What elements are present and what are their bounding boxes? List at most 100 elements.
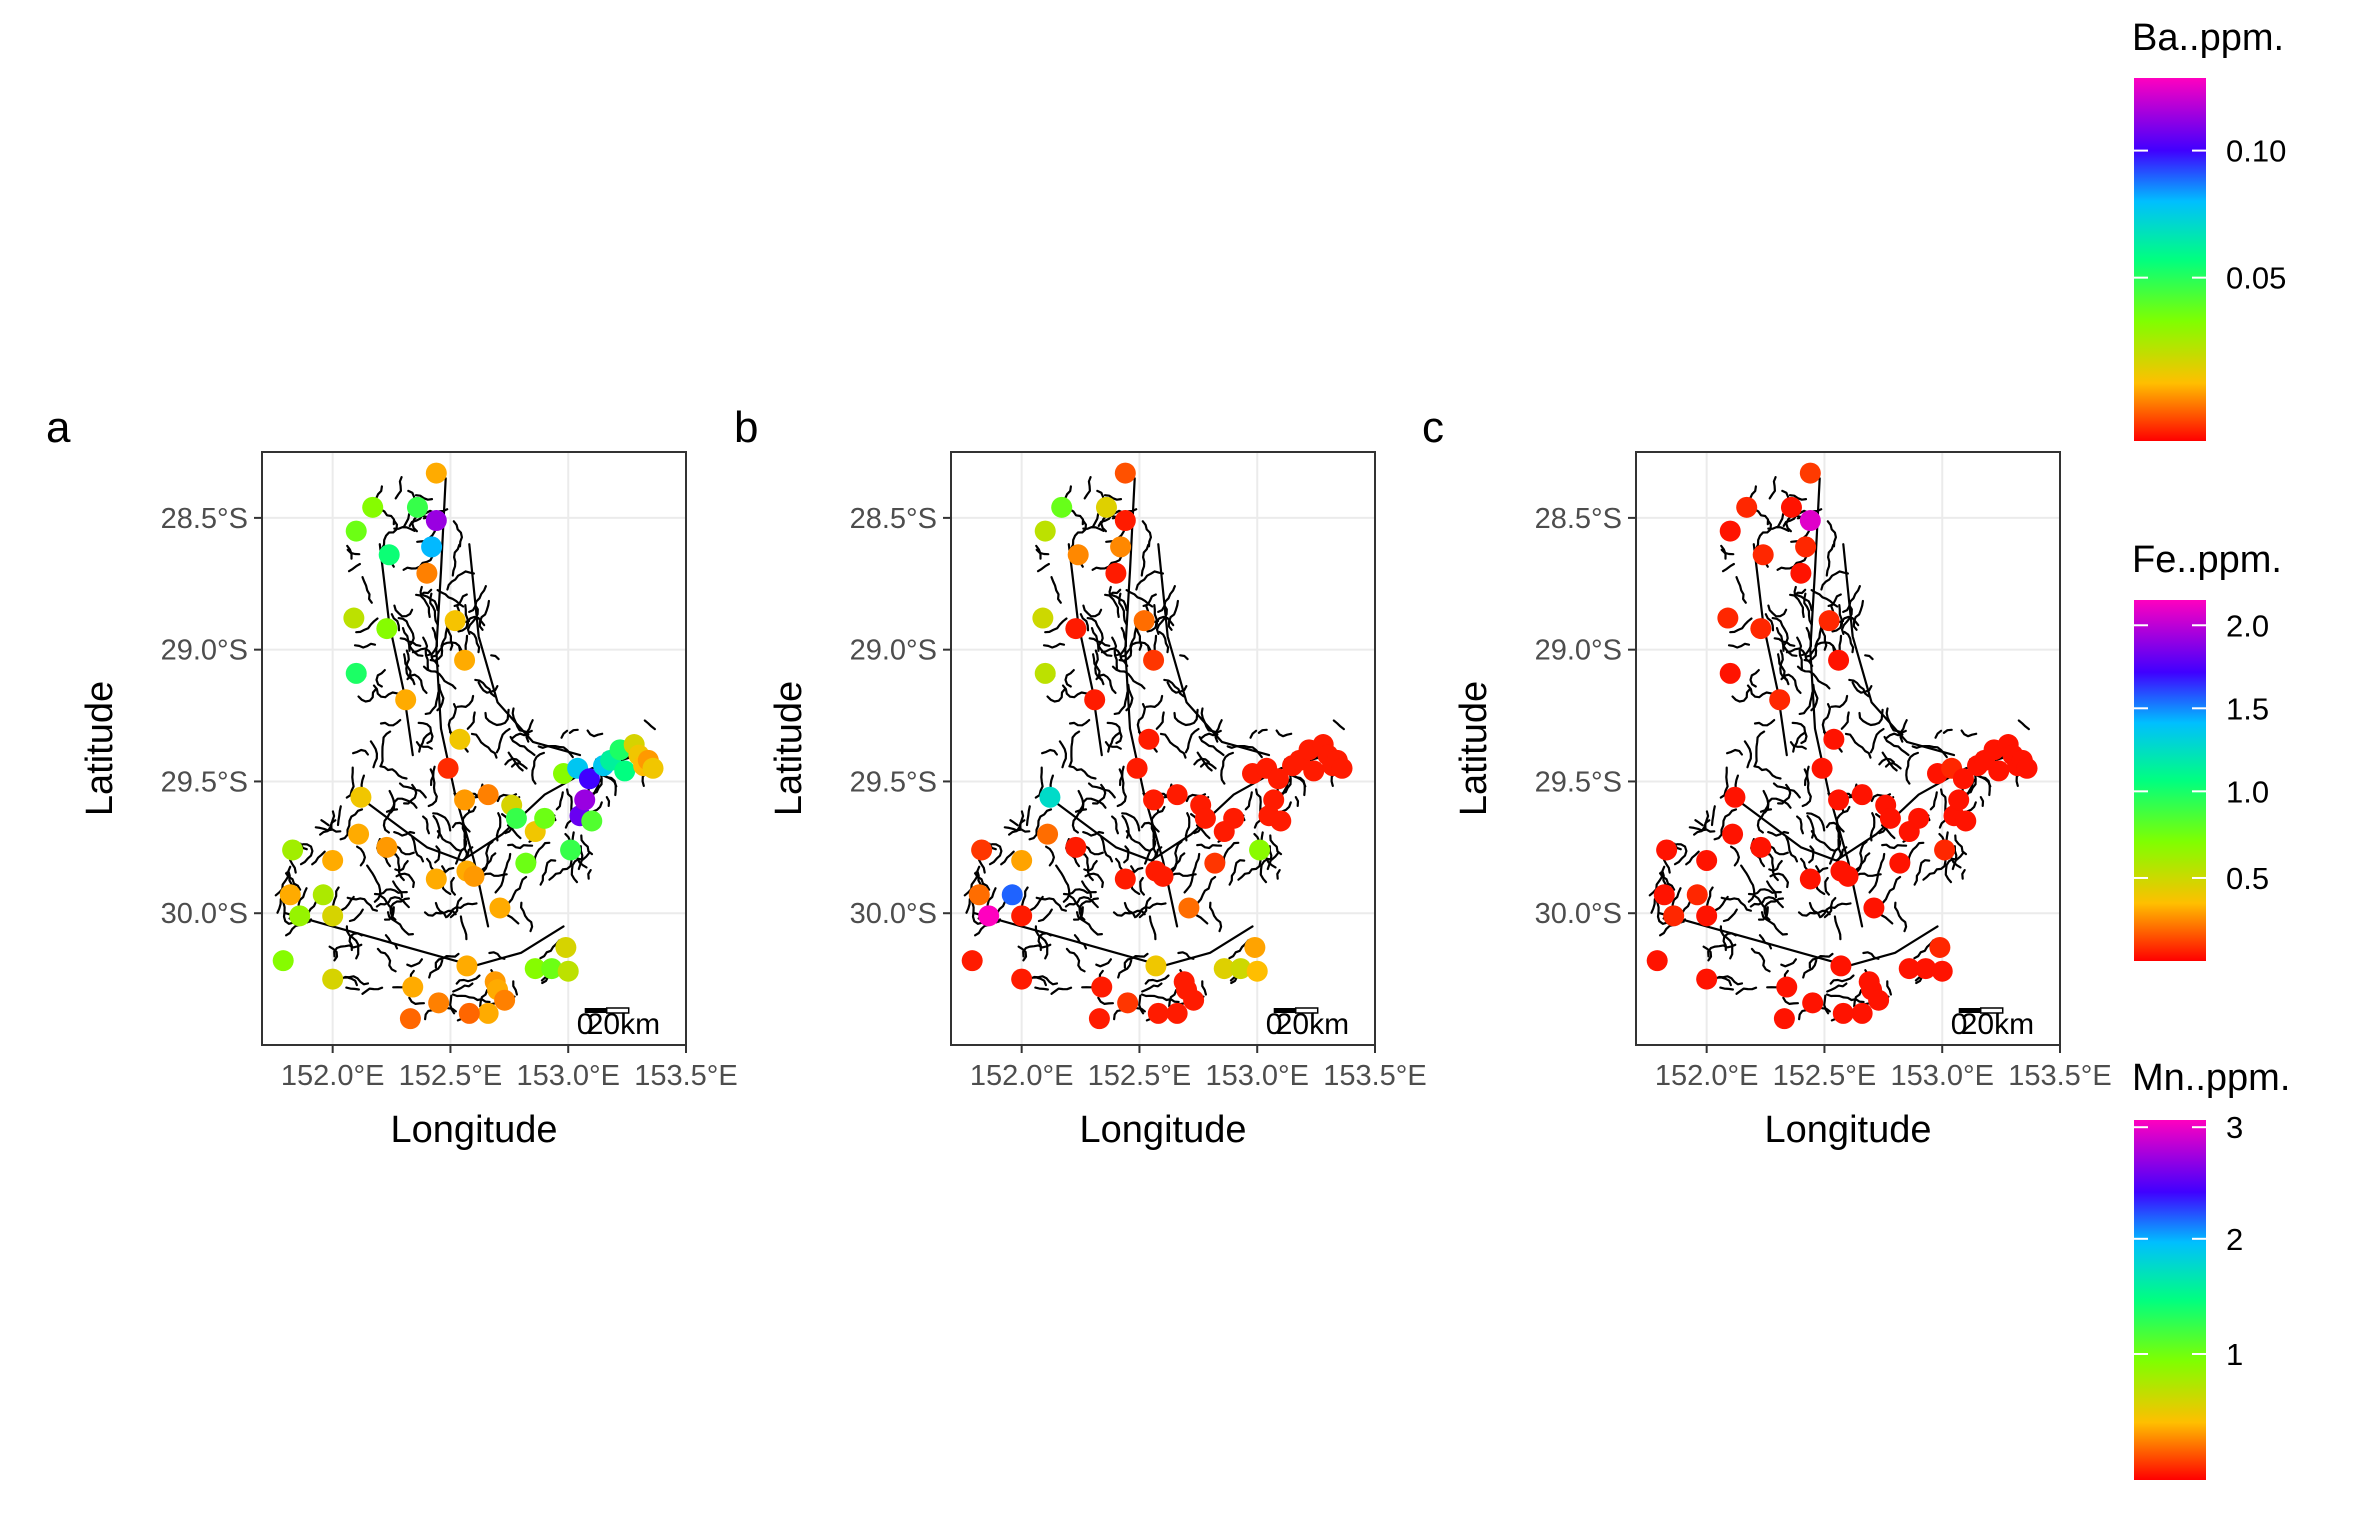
- river-line: [1775, 626, 1798, 657]
- river-line: [1913, 859, 1931, 886]
- station-point: [1832, 1002, 1854, 1024]
- station-point: [1837, 865, 1859, 887]
- river-line: [1275, 729, 1293, 738]
- river-line: [394, 476, 403, 500]
- river-line: [1768, 476, 1777, 500]
- river-line: [1944, 851, 1965, 884]
- river-line: [564, 788, 574, 829]
- river-line: [1753, 718, 1776, 727]
- river-line: [379, 765, 408, 780]
- river-line: [392, 880, 404, 899]
- river-line: [1864, 654, 1874, 661]
- station-point: [1213, 958, 1235, 980]
- river-line: [463, 834, 468, 860]
- river-line: [1000, 850, 1015, 866]
- station-point: [505, 807, 527, 829]
- plot-border: [1635, 451, 2061, 1046]
- station-point: [395, 689, 417, 711]
- river-line: [973, 912, 1254, 968]
- river-line: [1725, 748, 1744, 756]
- station-point: [1183, 989, 1205, 1011]
- station-point: [289, 905, 311, 927]
- river-line: [1220, 751, 1235, 785]
- river-line: [1954, 834, 1968, 856]
- river-line: [1111, 665, 1146, 690]
- river-line: [1855, 840, 1868, 871]
- river-line: [1214, 719, 1223, 743]
- river-line: [1829, 974, 1855, 985]
- river-line: [1886, 980, 1893, 996]
- river-line: [1802, 959, 1818, 979]
- station-point: [1868, 989, 1890, 1011]
- x-tick-label: 153.0°E: [1205, 1060, 1309, 1092]
- river-line: [1719, 986, 1735, 991]
- river-line: [1159, 732, 1187, 759]
- river-line: [1082, 830, 1105, 837]
- river-line: [451, 543, 461, 577]
- river-line: [1036, 562, 1051, 573]
- river-line: [289, 858, 297, 874]
- river-line: [459, 915, 468, 941]
- river-line: [508, 875, 528, 904]
- station-point: [1166, 784, 1188, 806]
- river-line: [1795, 815, 1805, 835]
- plot-border: [261, 451, 687, 1046]
- station-point: [1001, 884, 1023, 906]
- river-line: [605, 795, 611, 808]
- station-point: [524, 958, 546, 980]
- river-line: [470, 732, 498, 759]
- scalebar-white: [605, 1007, 630, 1014]
- river-line: [319, 819, 337, 836]
- y-tick-label: 28.5°S: [850, 503, 937, 535]
- river-line: [1079, 852, 1094, 882]
- river-line: [1140, 821, 1160, 833]
- river-line: [390, 613, 401, 632]
- river-line: [1837, 834, 1843, 860]
- river-line: [1764, 613, 1775, 632]
- station-point: [437, 757, 459, 779]
- station-point: [1908, 807, 1930, 829]
- x-tick-label: 152.5°E: [1773, 1060, 1877, 1092]
- station-point: [614, 760, 636, 782]
- river-line: [1095, 958, 1113, 968]
- y-tick-label: 30.0°S: [850, 898, 937, 930]
- river-line: [495, 727, 511, 754]
- river-line: [1064, 896, 1099, 909]
- river-line: [1058, 740, 1068, 769]
- river-line: [1167, 599, 1180, 631]
- station-point: [272, 950, 294, 972]
- station-point: [1952, 768, 1974, 790]
- river-line: [1752, 543, 1788, 757]
- station-point: [489, 897, 511, 919]
- river-line: [1100, 835, 1114, 863]
- river-line: [1294, 795, 1300, 808]
- river-line: [1111, 594, 1128, 612]
- river-line: [1170, 840, 1183, 871]
- river-line: [1796, 636, 1804, 671]
- river-line: [1753, 894, 1769, 920]
- river-line: [643, 719, 657, 731]
- river-line: [1117, 959, 1133, 979]
- river-line: [1825, 821, 1845, 833]
- river-line: [379, 730, 392, 767]
- legend-title: Mn..ppm.: [2132, 1057, 2290, 1099]
- river-line: [586, 729, 604, 738]
- river-line: [1144, 974, 1170, 985]
- station-point: [1037, 823, 1059, 845]
- river-line: [1809, 477, 1864, 928]
- river-line: [1257, 728, 1268, 734]
- station-point: [560, 839, 582, 861]
- river-line: [1883, 735, 1910, 757]
- river-line: [446, 902, 478, 918]
- river-line: [1740, 864, 1756, 903]
- river-line: [1140, 993, 1180, 1004]
- legend-title: Ba..ppm.: [2132, 17, 2284, 59]
- river-line: [1158, 630, 1170, 654]
- station-point: [1863, 897, 1885, 919]
- river-line: [548, 855, 573, 881]
- river-line: [1942, 728, 1953, 734]
- station-point: [376, 836, 398, 858]
- river-line: [1237, 855, 1262, 881]
